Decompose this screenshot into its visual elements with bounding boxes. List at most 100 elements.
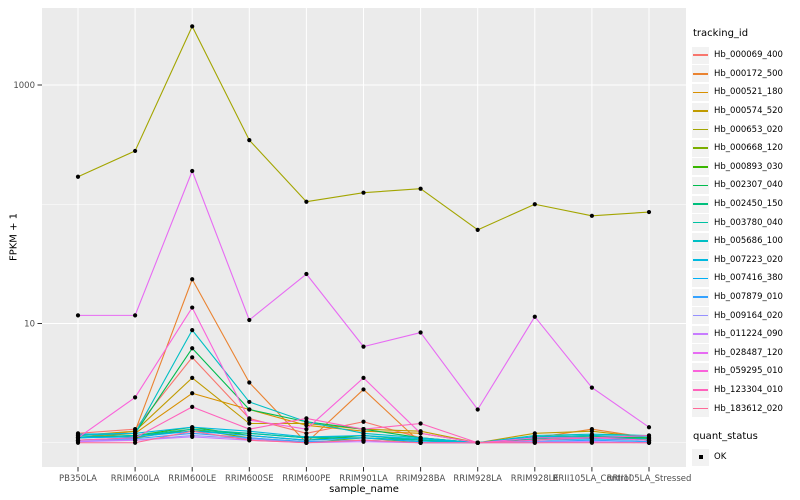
line-key-swatch (692, 344, 709, 362)
legend-label: Hb_000574_520 (714, 106, 783, 117)
legend-item-Hb_007223_020: Hb_007223_020 (692, 251, 800, 270)
key-line-icon (693, 240, 708, 243)
point-icon (698, 455, 703, 460)
legend-label: Hb_028487_120 (714, 347, 783, 358)
line-key-swatch (692, 325, 709, 343)
key-line-icon (693, 72, 708, 75)
legend-item-Hb_011224_090: Hb_011224_090 (692, 325, 800, 344)
legend-item-Hb_005686_100: Hb_005686_100 (692, 232, 800, 251)
legend-item-Hb_028487_120: Hb_028487_120 (692, 344, 800, 363)
key-line-icon (693, 407, 708, 410)
x-tick-label: RRII105LA_Control (553, 474, 632, 484)
line-key-swatch (692, 158, 709, 176)
line-key-swatch (692, 288, 709, 306)
legend-item-Hb_002450_150: Hb_002450_150 (692, 195, 800, 214)
legend-item-Hb_183612_020: Hb_183612_020 (692, 399, 800, 418)
legend-label: Hb_011224_090 (714, 329, 783, 340)
legend-item-Hb_007879_010: Hb_007879_010 (692, 288, 800, 307)
key-line-icon (693, 277, 708, 280)
key-line-icon (693, 389, 708, 391)
line-key-swatch (692, 381, 709, 399)
legend-label: Hb_003780_040 (714, 217, 783, 228)
point-key-swatch (692, 448, 709, 466)
legend-item-Hb_000668_120: Hb_000668_120 (692, 139, 800, 158)
legend-label: Hb_059295_010 (714, 366, 783, 377)
legend-label-ok: OK (714, 452, 727, 463)
key-line-icon (693, 91, 708, 94)
legend-item-Hb_000574_520: Hb_000574_520 (692, 102, 800, 121)
axis-tick-labels: 10 1000 PB350LA RRIM600LA RRIM600LE RRIM600SE… (13, 81, 691, 484)
x-tick-label: RRII105LA_Stressed (607, 474, 692, 484)
line-key-swatch (692, 195, 709, 213)
line-key-swatch (692, 102, 709, 120)
line-key-swatch (692, 269, 709, 287)
key-line-icon (693, 258, 708, 261)
y-axis-title: FPKM + 1 (8, 212, 20, 262)
key-line-icon (693, 128, 708, 131)
legend-label: Hb_000521_180 (714, 87, 783, 98)
legend-label: Hb_002307_040 (714, 180, 783, 191)
legend-label: Hb_000668_120 (714, 143, 783, 154)
line-key-swatch (692, 46, 709, 64)
x-tick-label: RRIM600LE (168, 474, 216, 484)
legend-item-Hb_123304_010: Hb_123304_010 (692, 381, 800, 400)
key-line-icon (693, 203, 708, 205)
legend: tracking_id Hb_000069_400 Hb_000172_500 Hb… (692, 28, 800, 466)
legend-title-quant-status: quant_status (693, 430, 758, 442)
x-tick-label: RRIM928BA (396, 474, 446, 484)
legend-item-list: Hb_000069_400 Hb_000172_500 Hb_000521_180 H… (692, 46, 800, 418)
legend-item-Hb_059295_010: Hb_059295_010 (692, 362, 800, 381)
legend-item-Hb_007416_380: Hb_007416_380 (692, 269, 800, 288)
legend-item-Hb_003780_040: Hb_003780_040 (692, 213, 800, 232)
legend-title-tracking-id: tracking_id (693, 28, 749, 39)
legend-label: Hb_000172_500 (714, 68, 783, 79)
legend-item-Hb_009164_020: Hb_009164_020 (692, 306, 800, 325)
x-tick-label: RRIM600LA (111, 474, 160, 484)
line-key-swatch (692, 176, 709, 194)
legend-label: Hb_183612_020 (714, 403, 783, 414)
line-key-swatch (692, 65, 709, 83)
line-key-swatch (692, 251, 709, 269)
key-line-icon (693, 296, 708, 298)
data-points (75, 24, 652, 445)
legend-label: Hb_005686_100 (714, 236, 783, 247)
key-line-icon (693, 370, 708, 373)
legend-item-ok: OK (692, 448, 800, 467)
x-axis-title: sample_name (329, 484, 399, 495)
legend-item-Hb_000653_020: Hb_000653_020 (692, 120, 800, 139)
key-line-icon (693, 110, 708, 112)
legend-label: Hb_007223_020 (714, 254, 783, 265)
key-line-icon (693, 221, 708, 224)
line-key-swatch (692, 362, 709, 380)
legend-label: Hb_123304_010 (714, 384, 783, 395)
line-key-swatch (692, 139, 709, 157)
legend-item-Hb_000893_030: Hb_000893_030 (692, 158, 800, 177)
axis-ticks (37, 84, 650, 472)
legend-label: Hb_000069_400 (714, 50, 783, 61)
line-key-swatch (692, 307, 709, 325)
key-line-icon (693, 314, 708, 317)
key-line-icon (693, 184, 708, 187)
y-tick-label: 1000 (13, 81, 35, 91)
legend-label: Hb_000893_030 (714, 161, 783, 172)
key-line-icon (693, 333, 708, 335)
line-key-swatch (692, 121, 709, 139)
legend-item-Hb_000172_500: Hb_000172_500 (692, 65, 800, 84)
legend-label: Hb_009164_020 (714, 310, 783, 321)
y-tick-label: 10 (24, 320, 35, 330)
legend-item-Hb_000521_180: Hb_000521_180 (692, 83, 800, 102)
x-tick-label: RRIM901LA (339, 474, 388, 484)
line-key-swatch (692, 214, 709, 232)
legend-label: Hb_000653_020 (714, 124, 783, 135)
legend-label: Hb_007416_380 (714, 273, 783, 284)
legend-label: Hb_002450_150 (714, 199, 783, 210)
line-key-swatch (692, 400, 709, 418)
legend-label: Hb_007879_010 (714, 292, 783, 303)
x-tick-label: RRIM928LE (511, 474, 559, 484)
x-tick-label: RRIM600PE (282, 474, 330, 484)
line-key-swatch (692, 232, 709, 250)
key-line-icon (693, 147, 708, 150)
key-line-icon (693, 165, 708, 168)
line-key-swatch (692, 83, 709, 101)
